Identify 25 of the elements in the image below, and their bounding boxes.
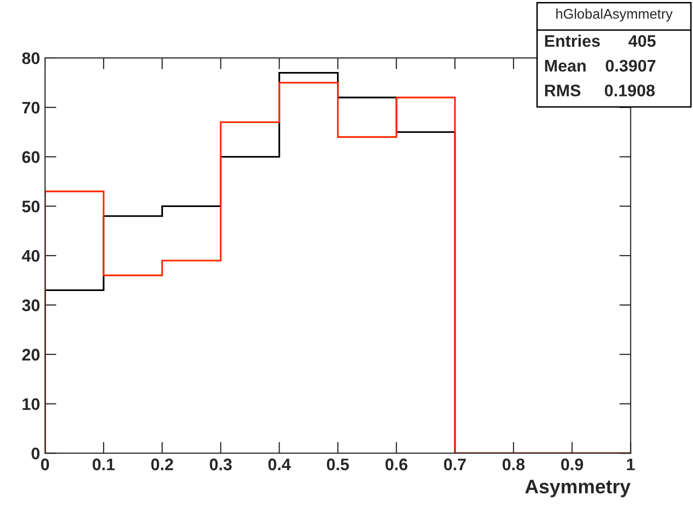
annotation: Mean 0.3907 — [545, 60, 656, 72]
x-tick-label: 1 — [627, 458, 635, 470]
y-tick-label: 80 — [22, 52, 40, 64]
y-tick-label: 70 — [22, 102, 40, 114]
x-tick-label: 0.3 — [210, 458, 232, 470]
y-tick-label: 40 — [22, 250, 40, 262]
y-tick-label: 20 — [22, 348, 40, 361]
x-tick-label: 0.2 — [151, 458, 174, 470]
x-tick-label: 0.4 — [268, 458, 291, 470]
x-tick-label: 0.1 — [92, 458, 115, 470]
y-tick-label: 0 — [32, 448, 40, 460]
y-tick-label: 50 — [22, 200, 40, 212]
y-tick-label: 60 — [22, 151, 40, 163]
y-tick-label: 30 — [22, 299, 40, 312]
x-tick-label: 0.8 — [502, 458, 525, 470]
x-tick-label: 0 — [41, 458, 49, 470]
text: Entries 405 — [545, 34, 656, 47]
annotation: RMS 0.1908 — [545, 84, 655, 96]
text: hGlobalAsymmetry — [556, 8, 673, 22]
x-tick-label: 0.5 — [326, 458, 349, 470]
x-tick-label: 0.6 — [385, 458, 408, 470]
x-tick-label: 0.7 — [444, 458, 466, 470]
y-tick-label: 10 — [22, 398, 40, 410]
x-axis-title: Asymmetry — [525, 480, 631, 498]
x-tick-label: 0.9 — [561, 458, 584, 470]
